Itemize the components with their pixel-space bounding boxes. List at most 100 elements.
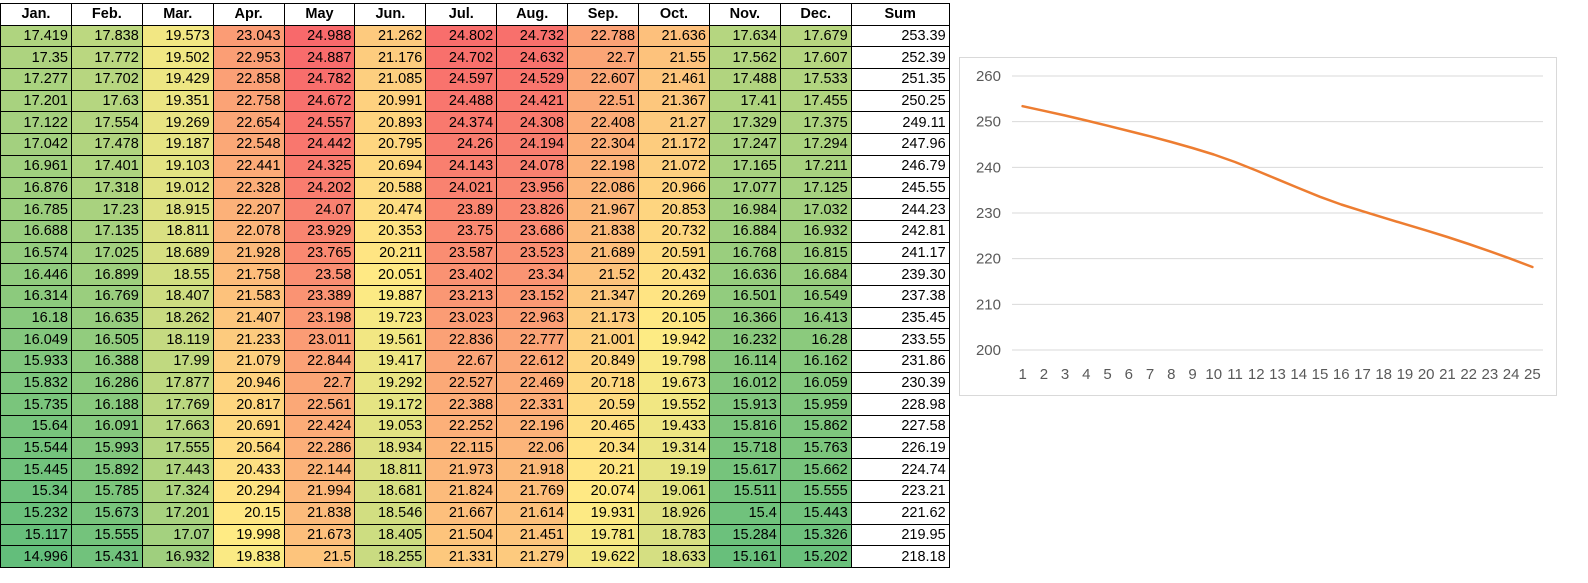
month-value-cell[interactable]: 17.35 [0, 46, 72, 70]
month-value-cell[interactable]: 21.27 [638, 111, 710, 135]
sum-cell[interactable]: 230.39 [850, 371, 950, 395]
month-value-cell[interactable]: 22.758 [212, 89, 285, 113]
month-value-cell[interactable]: 19.781 [567, 523, 640, 547]
month-value-cell[interactable]: 21.072 [638, 154, 710, 178]
month-value-cell[interactable]: 17.562 [708, 46, 781, 70]
month-value-cell[interactable]: 22.304 [567, 133, 640, 156]
month-value-cell[interactable]: 17.455 [779, 89, 852, 113]
month-value-cell[interactable]: 19.502 [141, 46, 214, 70]
month-value-cell[interactable]: 21.451 [496, 523, 569, 547]
month-value-cell[interactable]: 15.959 [779, 393, 852, 417]
month-value-cell[interactable]: 20.849 [567, 350, 640, 373]
month-value-cell[interactable]: 16.28 [779, 328, 852, 351]
sum-cell[interactable]: 247.96 [850, 133, 950, 156]
month-value-cell[interactable]: 20.432 [638, 263, 710, 286]
month-value-cell[interactable]: 15.892 [70, 458, 143, 482]
month-value-cell[interactable]: 20.211 [354, 241, 427, 265]
month-value-cell[interactable]: 20.817 [212, 393, 285, 417]
month-value-cell[interactable]: 19.433 [638, 415, 710, 438]
month-value-cell[interactable]: 23.89 [425, 198, 498, 221]
month-value-cell[interactable]: 22.06 [496, 436, 569, 460]
month-value-cell[interactable]: 24.021 [425, 176, 498, 200]
month-value-cell[interactable]: 16.413 [779, 306, 852, 330]
month-value-cell[interactable]: 23.402 [425, 263, 498, 286]
month-value-cell[interactable]: 20.588 [354, 176, 427, 200]
month-value-cell[interactable]: 23.58 [283, 263, 356, 286]
month-value-cell[interactable]: 22.548 [212, 133, 285, 156]
month-value-cell[interactable]: 21.085 [354, 68, 427, 91]
month-value-cell[interactable]: 22.51 [567, 89, 640, 113]
month-value-cell[interactable]: 17.533 [779, 68, 852, 91]
sum-cell[interactable]: 231.86 [850, 350, 950, 373]
month-value-cell[interactable]: 17.277 [0, 68, 72, 91]
month-value-cell[interactable]: 17.663 [141, 415, 214, 438]
month-value-cell[interactable]: 17.401 [70, 154, 143, 178]
month-value-cell[interactable]: 15.673 [70, 501, 143, 525]
month-value-cell[interactable]: 17.294 [779, 133, 852, 156]
month-value-cell[interactable]: 21.973 [425, 458, 498, 482]
month-value-cell[interactable]: 18.915 [141, 198, 214, 221]
month-value-cell[interactable]: 24.194 [496, 133, 569, 156]
month-value-cell[interactable]: 17.042 [0, 133, 72, 156]
month-value-cell[interactable]: 19.723 [354, 306, 427, 330]
month-value-cell[interactable]: 22.561 [283, 393, 356, 417]
month-value-cell[interactable]: 24.488 [425, 89, 498, 113]
month-value-cell[interactable]: 18.811 [141, 219, 214, 243]
month-value-cell[interactable]: 16.162 [779, 350, 852, 373]
month-value-cell[interactable]: 15.718 [708, 436, 781, 460]
month-value-cell[interactable]: 21.52 [567, 263, 640, 286]
month-value-cell[interactable]: 21.347 [567, 284, 640, 308]
month-value-cell[interactable]: 15.232 [0, 501, 72, 525]
month-value-cell[interactable]: 19.942 [638, 328, 710, 351]
month-value-cell[interactable]: 16.884 [708, 219, 781, 243]
month-value-cell[interactable]: 20.946 [212, 371, 285, 395]
month-value-cell[interactable]: 23.523 [496, 241, 569, 265]
month-value-cell[interactable]: 17.772 [70, 46, 143, 70]
month-value-cell[interactable]: 17.702 [70, 68, 143, 91]
sum-cell[interactable]: 249.11 [850, 111, 950, 135]
month-value-cell[interactable]: 16.314 [0, 284, 72, 308]
month-value-cell[interactable]: 23.152 [496, 284, 569, 308]
month-value-cell[interactable]: 19.269 [141, 111, 214, 135]
month-value-cell[interactable]: 16.18 [0, 306, 72, 330]
month-value-cell[interactable]: 16.636 [708, 263, 781, 286]
month-value-cell[interactable]: 23.686 [496, 219, 569, 243]
month-value-cell[interactable]: 23.011 [283, 328, 356, 351]
month-value-cell[interactable]: 24.597 [425, 68, 498, 91]
month-value-cell[interactable]: 21.407 [212, 306, 285, 330]
sum-cell[interactable]: 223.21 [850, 480, 950, 503]
month-value-cell[interactable]: 20.853 [638, 198, 710, 221]
month-value-cell[interactable]: 20.893 [354, 111, 427, 135]
month-value-cell[interactable]: 22.963 [496, 306, 569, 330]
month-value-cell[interactable]: 23.198 [283, 306, 356, 330]
month-value-cell[interactable]: 18.262 [141, 306, 214, 330]
month-value-cell[interactable]: 17.99 [141, 350, 214, 373]
month-value-cell[interactable]: 20.105 [638, 306, 710, 330]
month-value-cell[interactable]: 18.405 [354, 523, 427, 547]
month-value-cell[interactable]: 17.488 [708, 68, 781, 91]
month-value-cell[interactable]: 22.424 [283, 415, 356, 438]
month-value-cell[interactable]: 17.211 [779, 154, 852, 178]
month-value-cell[interactable]: 16.984 [708, 198, 781, 221]
month-value-cell[interactable]: 22.67 [425, 350, 498, 373]
month-value-cell[interactable]: 19.172 [354, 393, 427, 417]
month-value-cell[interactable]: 20.353 [354, 219, 427, 243]
month-value-cell[interactable]: 19.552 [638, 393, 710, 417]
month-value-cell[interactable]: 20.474 [354, 198, 427, 221]
month-value-cell[interactable]: 18.255 [354, 545, 427, 568]
month-value-cell[interactable]: 15.202 [779, 545, 852, 568]
month-value-cell[interactable]: 21.504 [425, 523, 498, 547]
month-value-cell[interactable]: 17.63 [70, 89, 143, 113]
month-value-cell[interactable]: 15.34 [0, 480, 72, 503]
month-value-cell[interactable]: 21.994 [283, 480, 356, 503]
month-value-cell[interactable]: 18.681 [354, 480, 427, 503]
month-value-cell[interactable]: 20.691 [212, 415, 285, 438]
month-value-cell[interactable]: 22.388 [425, 393, 498, 417]
month-value-cell[interactable]: 16.388 [70, 350, 143, 373]
month-value-cell[interactable]: 15.617 [708, 458, 781, 482]
month-value-cell[interactable]: 23.023 [425, 306, 498, 330]
month-value-cell[interactable]: 24.732 [496, 24, 569, 48]
month-value-cell[interactable]: 20.732 [638, 219, 710, 243]
month-value-cell[interactable]: 20.718 [567, 371, 640, 395]
month-value-cell[interactable]: 21.173 [567, 306, 640, 330]
